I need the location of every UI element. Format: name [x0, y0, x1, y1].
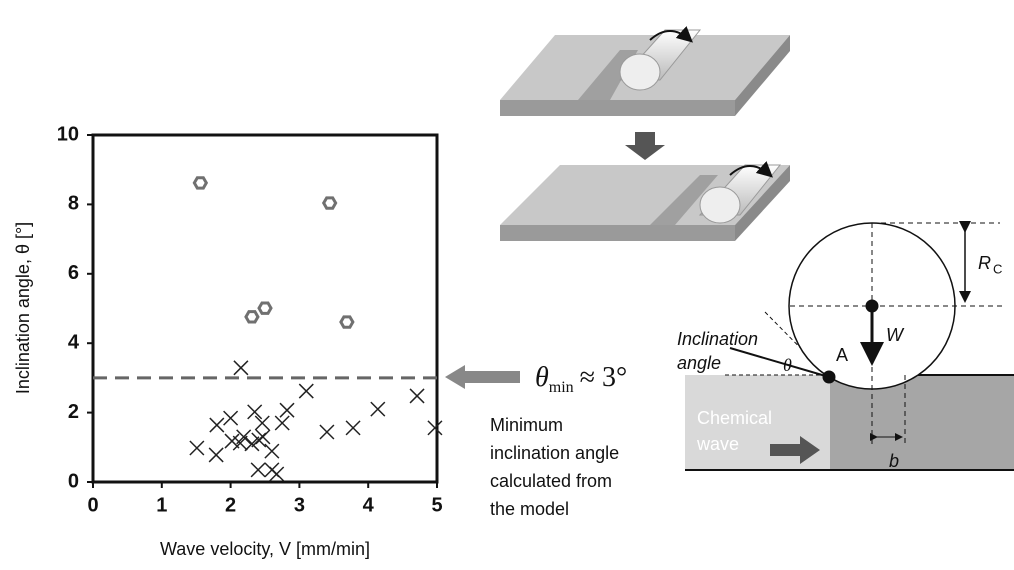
note-text: inclination angle: [490, 443, 619, 463]
cross-point: [209, 448, 223, 462]
cross-point: [237, 430, 251, 444]
cross-point: [265, 444, 279, 458]
cross-point: [234, 361, 248, 375]
threshold-subscript: min: [549, 379, 574, 396]
x-tick-label: 1: [156, 494, 167, 516]
diagram-label: b: [889, 451, 899, 471]
hexagon-point: [194, 178, 206, 188]
cross-point: [320, 425, 334, 439]
cross-point: [371, 402, 385, 416]
x-tick-label: 5: [431, 494, 442, 516]
diagram-label: W: [886, 325, 905, 345]
annotation-arrow: [445, 365, 520, 389]
x-axis-label: Wave velocity, V [mm/min]: [160, 539, 370, 559]
y-tick-label: 0: [68, 470, 79, 492]
y-tick-label: 6: [68, 262, 79, 284]
y-tick-label: 8: [68, 193, 79, 215]
diagram-label: R: [978, 253, 991, 273]
threshold-label: ≈ 3°: [580, 362, 628, 393]
diagram-label: Inclination: [677, 329, 758, 349]
threshold-symbol: θ: [535, 362, 549, 393]
diagram-label: C: [993, 261, 1002, 276]
diagram-label: Chemical: [697, 408, 772, 428]
diagram-label: θ: [783, 355, 792, 375]
x-tick-label: 3: [294, 494, 305, 516]
cross-point: [255, 416, 269, 430]
note-text: Minimum: [490, 415, 563, 435]
cross-point: [248, 405, 262, 419]
x-tick-label: 0: [87, 494, 98, 516]
y-tick-label: 2: [68, 401, 79, 423]
cross-point: [410, 389, 424, 403]
cross-point: [275, 416, 289, 430]
cross-point: [210, 418, 224, 432]
cross-point: [428, 421, 442, 435]
cross-point: [346, 421, 360, 435]
slab-illustration: [500, 30, 790, 241]
hexagon-point: [341, 317, 353, 327]
hexagon-point: [259, 303, 271, 313]
x-tick-label: 2: [225, 494, 236, 516]
hexagon-point: [324, 198, 336, 208]
diagram-label: A: [836, 345, 848, 365]
y-tick-label: 10: [57, 123, 79, 145]
cross-point: [299, 384, 313, 398]
cross-point: [251, 463, 265, 477]
cross-point: [224, 411, 238, 425]
cross-point: [270, 467, 284, 481]
y-axis-label: Inclination angle, θ [°]: [13, 222, 33, 394]
note-text: the model: [490, 499, 569, 519]
hexagon-point: [246, 312, 258, 322]
figure: Inclination angle θ A W R C Chemical wav…: [0, 0, 1014, 565]
threshold-annotation: θmin ≈ 3°: [535, 362, 627, 395]
x-tick-label: 4: [363, 494, 375, 516]
cross-point: [280, 403, 294, 417]
diagram-label: wave: [696, 434, 739, 454]
y-tick-label: 4: [68, 331, 80, 353]
note-text: calculated from: [490, 471, 612, 491]
diagram-label: angle: [677, 353, 721, 373]
cross-point: [190, 441, 204, 455]
